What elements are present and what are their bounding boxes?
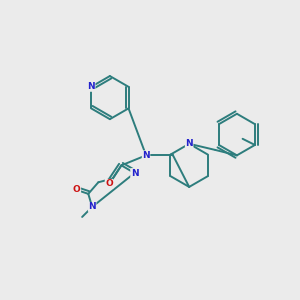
Text: O: O [105,179,113,188]
Text: N: N [87,82,95,91]
Text: O: O [73,185,81,194]
Text: N: N [142,151,150,160]
Text: N: N [131,169,138,178]
Text: N: N [185,139,193,148]
Text: N: N [88,202,96,211]
